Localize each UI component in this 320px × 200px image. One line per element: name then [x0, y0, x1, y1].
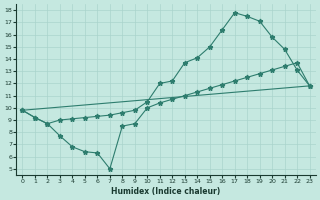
X-axis label: Humidex (Indice chaleur): Humidex (Indice chaleur) [111, 187, 221, 196]
